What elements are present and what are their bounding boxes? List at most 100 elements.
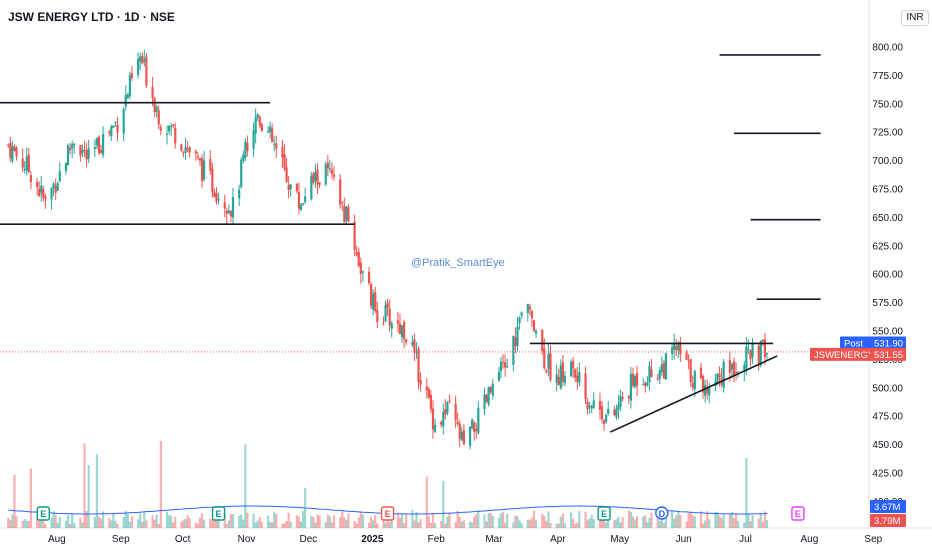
volume-bar: [126, 513, 129, 528]
y-tick-label: 600.00: [872, 270, 903, 281]
earnings-event-marker[interactable]: [380, 506, 395, 521]
volume-bar: [456, 510, 459, 528]
volume-bar: [170, 515, 173, 528]
candle-body: [21, 158, 24, 168]
volume-bar: [485, 521, 488, 528]
volume-bar: [477, 510, 480, 528]
volume-bar: [312, 516, 315, 528]
currency-button[interactable]: INR: [901, 10, 929, 26]
x-tick-label: Jul: [739, 534, 752, 545]
event-marker-symbol: D: [659, 509, 666, 519]
volume-bar: [454, 522, 457, 528]
candle-body: [174, 127, 177, 144]
candle-body: [367, 272, 371, 284]
candle-body: [413, 339, 416, 353]
volume-bar: [487, 513, 490, 528]
candle-body: [151, 86, 154, 99]
earnings-event-marker[interactable]: [211, 506, 226, 521]
volume-bar: [549, 522, 552, 528]
candle-body: [600, 406, 604, 420]
candle-body: [361, 271, 364, 273]
volume-bar: [749, 521, 752, 528]
candle-body: [271, 128, 274, 142]
candle-body: [520, 312, 523, 316]
candle-body: [446, 402, 449, 414]
earnings-event-marker[interactable]: [36, 506, 50, 521]
candle-body: [716, 373, 719, 385]
candle-body: [81, 149, 84, 153]
volume-bar: [7, 517, 10, 528]
candle-body: [679, 342, 682, 355]
volume-bar: [514, 515, 517, 528]
candle-body: [547, 353, 550, 369]
candle-body: [231, 197, 235, 218]
candle-body: [170, 125, 173, 127]
volume-bar: [458, 516, 461, 528]
volume-bar: [328, 516, 331, 528]
candle-body: [687, 360, 690, 362]
candle-body: [576, 375, 579, 382]
volume-bar: [355, 523, 358, 528]
volume-badge-text: 3.67M: [874, 502, 900, 513]
candle-body: [617, 404, 620, 410]
volume-bar: [728, 513, 731, 528]
earnings-event-marker[interactable]: [597, 506, 611, 521]
candle-body: [543, 348, 546, 369]
dividend-event-marker[interactable]: [655, 506, 669, 520]
volume-bar: [708, 519, 711, 528]
candle-body: [213, 192, 216, 197]
volume-bar: [124, 510, 127, 528]
volume-bar: [174, 516, 177, 528]
volume-bar: [145, 520, 148, 528]
candle-body: [563, 376, 567, 383]
volume-bar: [621, 517, 624, 528]
candle-body: [211, 168, 214, 192]
volume-bar: [157, 523, 160, 528]
volume-bar: [370, 516, 373, 528]
volume-bar: [238, 515, 241, 528]
volume-bar: [266, 515, 270, 528]
candle-body: [598, 401, 602, 410]
candle-body: [310, 176, 313, 200]
volume-bar: [489, 512, 492, 528]
candle-body: [56, 183, 59, 191]
candle-body: [254, 116, 257, 134]
volume-bar: [38, 520, 41, 528]
volume-bar: [396, 512, 400, 528]
candle-body: [372, 293, 375, 310]
volume-bar: [720, 518, 723, 528]
candle-body: [518, 317, 521, 324]
candle-body: [217, 198, 220, 201]
candle-body: [297, 191, 301, 209]
volume-bar: [347, 513, 350, 528]
candle-body: [326, 162, 329, 169]
candle-body: [114, 121, 117, 123]
volume-bar: [343, 517, 346, 528]
candle-body: [615, 408, 618, 418]
candle-body: [584, 373, 587, 399]
candle-body: [456, 421, 459, 424]
candle-body: [749, 350, 752, 360]
candle-body: [198, 158, 202, 161]
support-trendline[interactable]: [609, 355, 778, 433]
volume-bar: [730, 512, 734, 528]
candle-body: [656, 378, 659, 380]
volume-bar: [444, 523, 447, 528]
volume-bar: [547, 511, 550, 528]
candle-body: [765, 352, 769, 354]
candle-body: [419, 380, 422, 385]
volume-bar: [200, 513, 204, 528]
volume-bar: [442, 480, 445, 528]
volume-bar: [172, 522, 175, 528]
volume-bar: [40, 513, 43, 528]
candle-body: [704, 384, 707, 396]
candle-body: [497, 371, 501, 381]
y-tick-label: 650.00: [872, 213, 903, 224]
volume-bar: [576, 522, 579, 528]
earnings-event-marker[interactable]: [791, 506, 805, 521]
event-marker-symbol: E: [385, 509, 391, 519]
volume-bar: [130, 515, 134, 528]
volume-bar: [58, 517, 61, 528]
candle-body: [376, 310, 379, 322]
